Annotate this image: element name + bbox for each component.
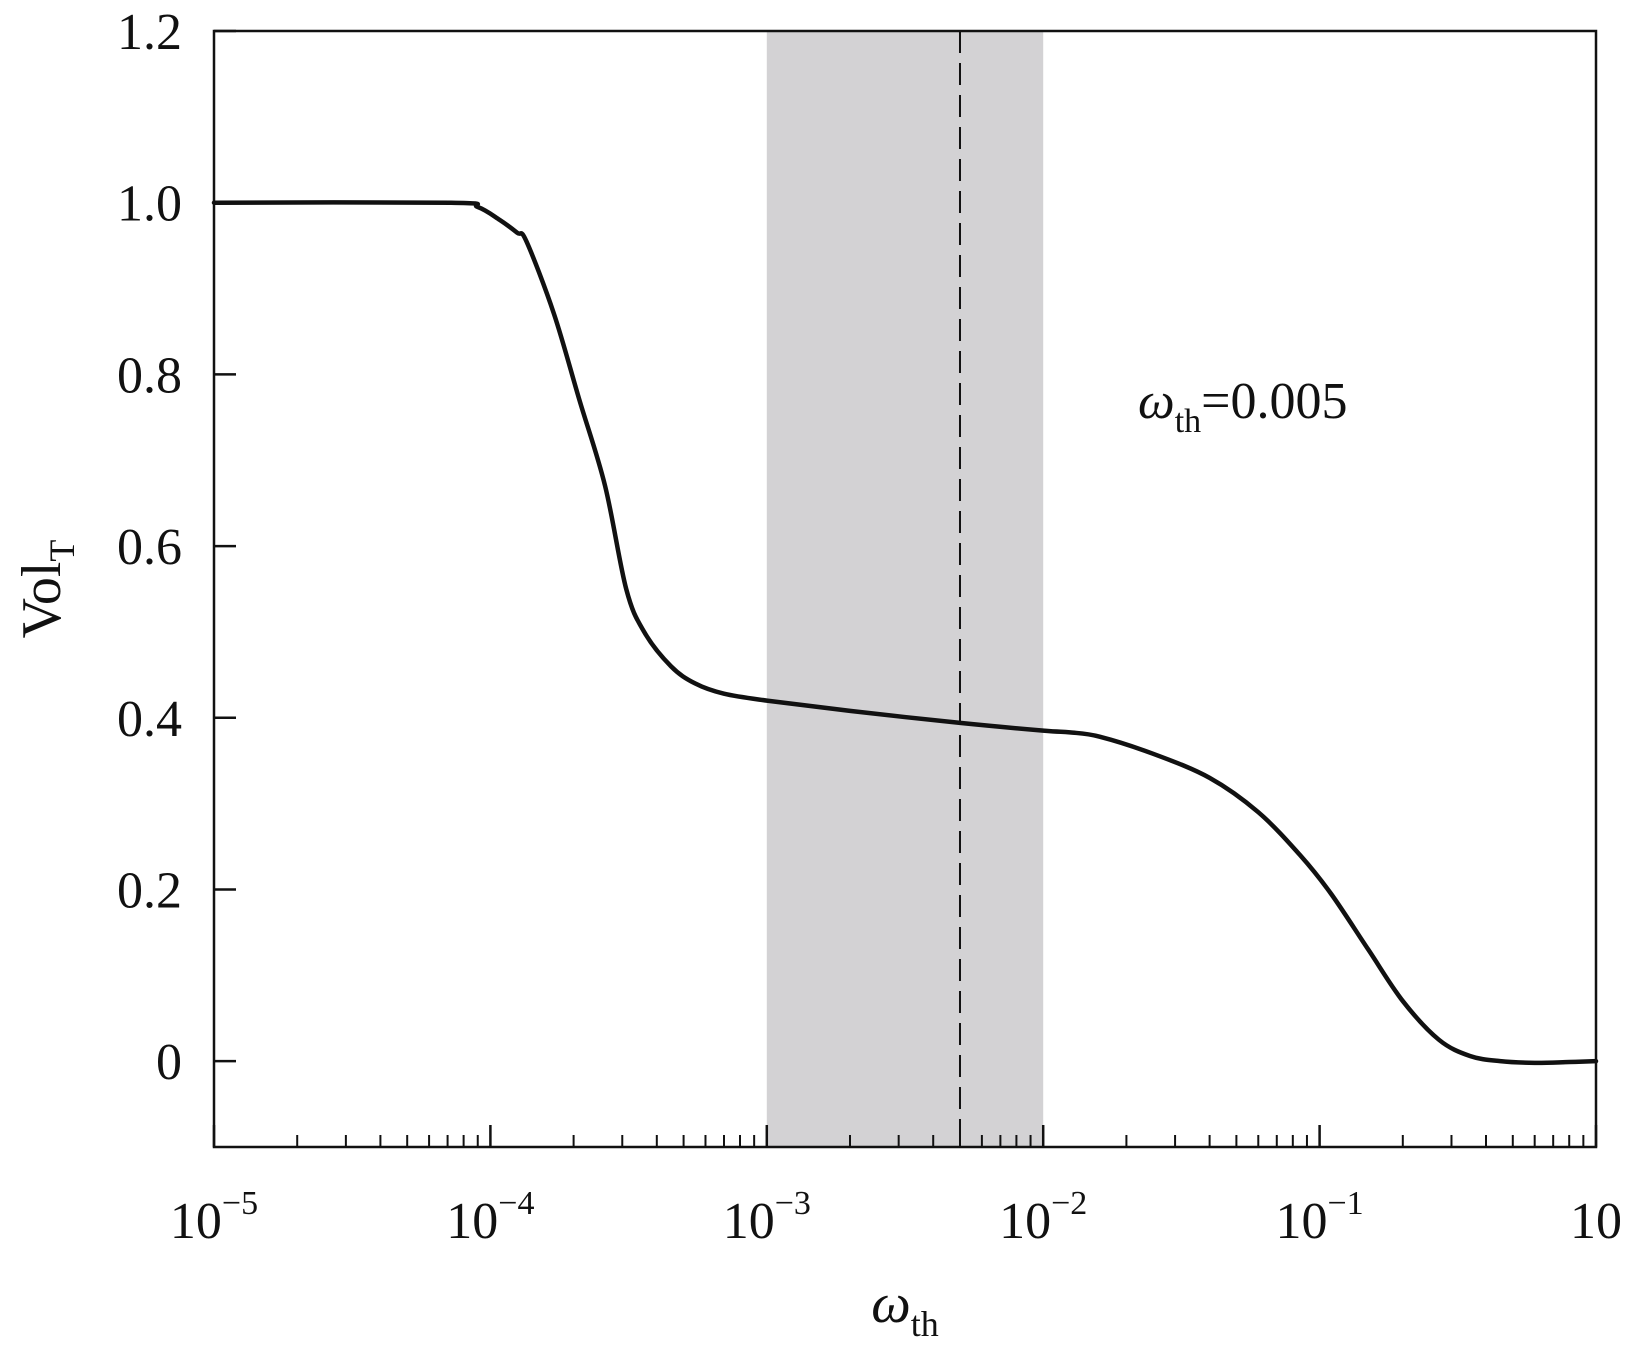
x-tick-label: 10−5: [170, 1185, 258, 1250]
y-tick-label: 1.2: [117, 4, 182, 61]
x-axis-title-sub: th: [911, 1304, 939, 1344]
y-tick-label: 0.4: [117, 691, 182, 748]
x-tick-base: 10: [723, 1193, 775, 1250]
series-line: [211, 200, 1599, 1066]
annotation-symbol: ω: [1138, 373, 1175, 430]
x-tick-base: 10: [999, 1193, 1051, 1250]
y-axis-title: VolT: [11, 540, 82, 639]
threshold-annotation: ωth=0.005: [1138, 373, 1348, 440]
series-layer: [211, 200, 1599, 1066]
x-tick-label: 10: [1570, 1193, 1622, 1250]
x-tick-base: 10: [170, 1193, 222, 1250]
x-tick-base: 10: [1570, 1193, 1622, 1250]
annotation-value: =0.005: [1201, 373, 1347, 430]
x-tick-label: 10−4: [446, 1185, 534, 1250]
x-tick-exponent: −1: [1328, 1185, 1364, 1222]
x-tick-base: 10: [1276, 1193, 1328, 1250]
x-tick-exponent: −5: [222, 1185, 258, 1222]
x-tick-exponent: −3: [775, 1185, 811, 1222]
x-tick-label: 10−2: [999, 1185, 1087, 1250]
axis-title-layer: ωth VolT: [11, 540, 939, 1344]
x-axis-title-main: ω: [871, 1273, 911, 1335]
y-axis-title-main: Vol: [11, 562, 73, 639]
shaded-region-layer: [766, 31, 1044, 1147]
annotation-layer: ωth=0.005: [1138, 373, 1348, 440]
tick-label-layer: 00.20.40.60.81.01.210−5 10−4 10−3 10−2 10−1 1…: [117, 4, 1622, 1250]
y-tick-label: 0: [156, 1034, 182, 1091]
x-tick-label: 10−1: [1276, 1185, 1364, 1250]
y-tick-label: 0.8: [117, 347, 182, 404]
annotation-sub: th: [1175, 403, 1201, 440]
y-tick-label: 0.2: [117, 862, 182, 919]
plot-frame: [212, 29, 1598, 1149]
x-tick-exponent: −2: [1051, 1185, 1087, 1222]
y-tick-label: 0.6: [117, 519, 182, 576]
shaded-region: [766, 31, 1044, 1147]
x-tick-exponent: −4: [498, 1185, 534, 1222]
x-tick-label: 10−3: [723, 1185, 811, 1250]
y-tick-label: 1.0: [117, 176, 182, 233]
y-axis-title-sub: T: [42, 540, 82, 562]
x-tick-base: 10: [446, 1193, 498, 1250]
x-axis-title: ωth: [871, 1273, 939, 1344]
